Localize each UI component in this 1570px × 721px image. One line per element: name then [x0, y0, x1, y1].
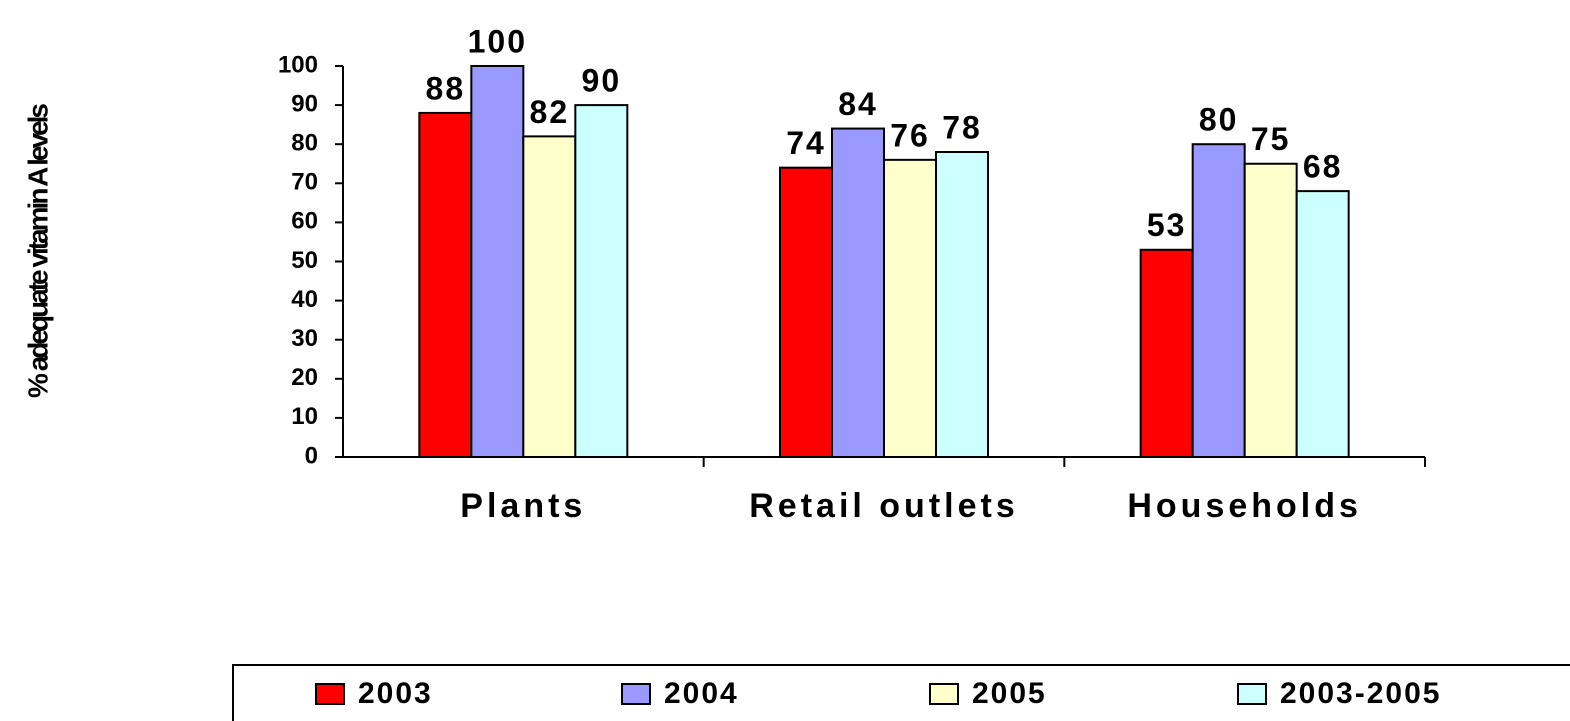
x-tick-label: Plants [460, 487, 587, 525]
data-label: 74 [786, 125, 826, 161]
y-tick-label: 30 [291, 325, 318, 352]
bar [470, 65, 525, 458]
bar [574, 104, 629, 458]
data-label: 100 [468, 23, 527, 59]
legend-label: 2005 [972, 677, 1047, 710]
bar [1139, 248, 1194, 458]
bar [779, 166, 833, 458]
bar [1295, 190, 1350, 458]
data-label: 80 [1199, 102, 1239, 138]
y-tick-label: 20 [291, 364, 318, 391]
data-label: 82 [530, 94, 570, 130]
y-tick-label: 90 [291, 90, 318, 117]
y-tick-label: 10 [291, 403, 318, 430]
legend-box [232, 664, 1570, 721]
bar [831, 127, 885, 458]
legend-swatch [1237, 683, 1267, 705]
bar [1243, 162, 1298, 458]
y-tick-label: 50 [291, 247, 318, 274]
legend-swatch [621, 683, 651, 705]
data-label: 76 [890, 117, 930, 153]
data-label: 75 [1251, 121, 1291, 157]
legend-swatch [929, 683, 959, 705]
data-label: 53 [1147, 207, 1187, 243]
bar [1191, 143, 1246, 458]
data-label: 88 [426, 70, 466, 106]
data-label: 84 [838, 86, 878, 122]
data-label: 90 [582, 63, 622, 99]
bar [418, 111, 473, 458]
bar [883, 158, 937, 458]
bar [522, 135, 577, 458]
x-tick-label: Households [1127, 487, 1362, 525]
legend-label: 2003-2005 [1280, 677, 1441, 710]
y-axis-title: % adequate vitamin A levels [22, 104, 53, 398]
data-label: 78 [942, 109, 982, 145]
y-tick-label: 0 [305, 442, 318, 469]
y-tick-label: 40 [291, 286, 318, 313]
y-tick-label: 70 [291, 169, 318, 196]
data-label: 68 [1303, 149, 1343, 185]
x-tick-label: Retail outlets [749, 487, 1019, 525]
legend-label: 2004 [664, 677, 739, 710]
y-tick-label: 80 [291, 130, 318, 157]
y-tick-label: 60 [291, 208, 318, 235]
y-tick-label: 100 [278, 51, 318, 78]
legend-swatch [315, 683, 345, 705]
legend-label: 2003 [358, 677, 433, 710]
bar [935, 151, 989, 459]
